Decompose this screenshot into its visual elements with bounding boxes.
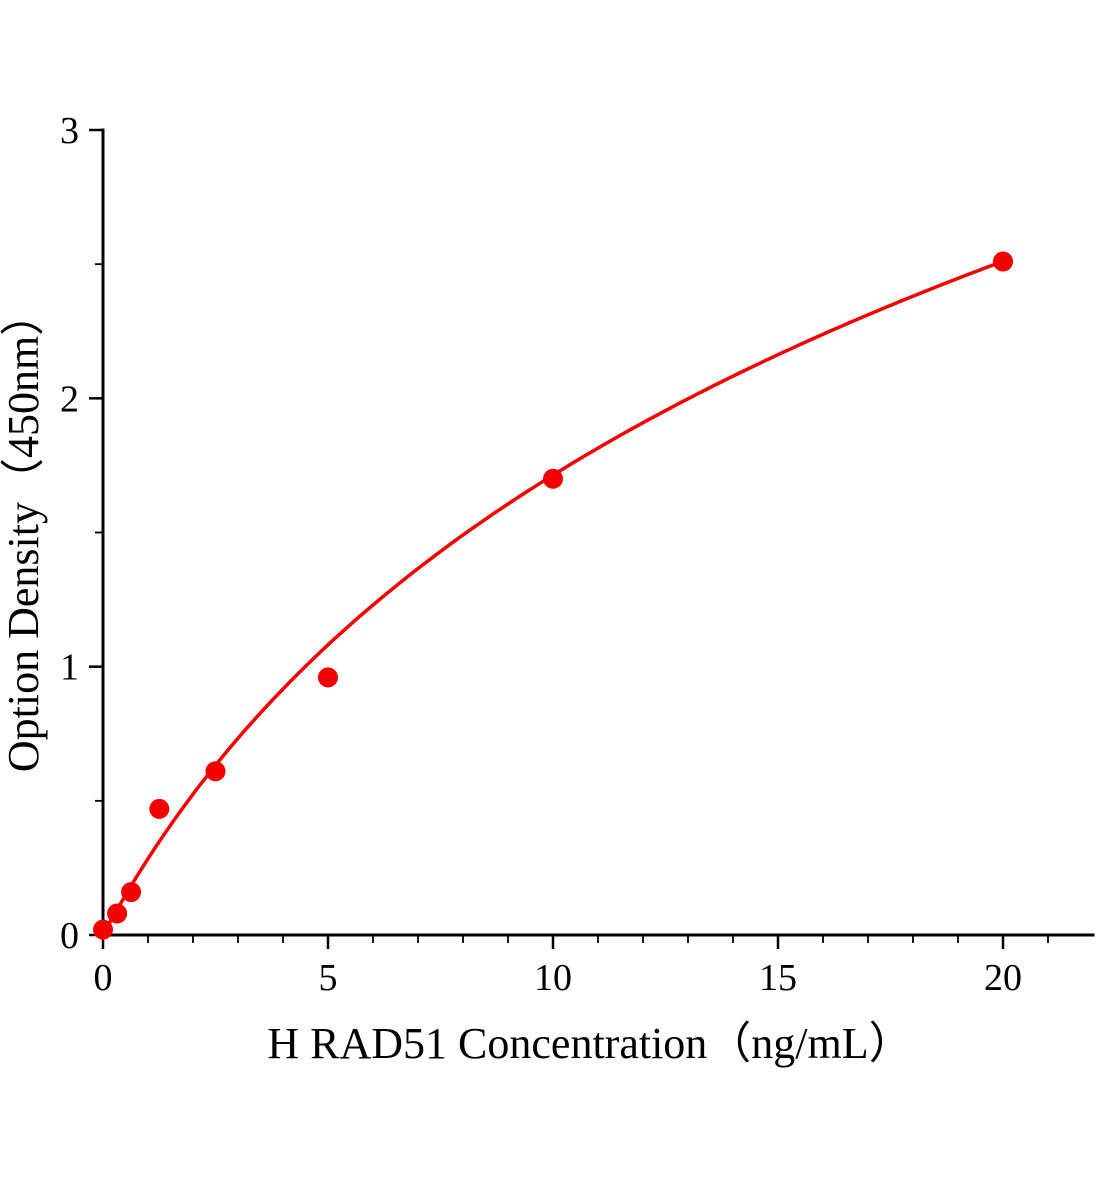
y-tick-label: 0 bbox=[60, 915, 79, 957]
data-point bbox=[543, 468, 563, 489]
x-tick-label: 0 bbox=[94, 957, 113, 999]
data-point bbox=[318, 667, 338, 688]
data-point bbox=[149, 798, 170, 819]
plot-area: 0 5 10 15 20 0 1 2 3 bbox=[60, 110, 1095, 999]
y-tick-label: 3 bbox=[60, 110, 79, 152]
x-axis-title: H RAD51 Concentration（ng/mL） bbox=[267, 1019, 912, 1068]
y-axis-title: Option Density（450nm） bbox=[0, 292, 48, 772]
fit-curve bbox=[101, 259, 1005, 937]
x-tick-label: 20 bbox=[984, 957, 1022, 999]
x-tick-label: 15 bbox=[759, 957, 797, 999]
y-tick-label: 2 bbox=[60, 378, 79, 420]
y-tick-label: 1 bbox=[60, 647, 79, 689]
x-tick-label: 5 bbox=[319, 957, 338, 999]
data-point bbox=[205, 761, 226, 782]
data-point bbox=[93, 919, 113, 940]
x-tick-label: 10 bbox=[534, 957, 572, 999]
data-point bbox=[121, 882, 142, 903]
data-point bbox=[107, 903, 128, 924]
data-point bbox=[993, 251, 1013, 272]
